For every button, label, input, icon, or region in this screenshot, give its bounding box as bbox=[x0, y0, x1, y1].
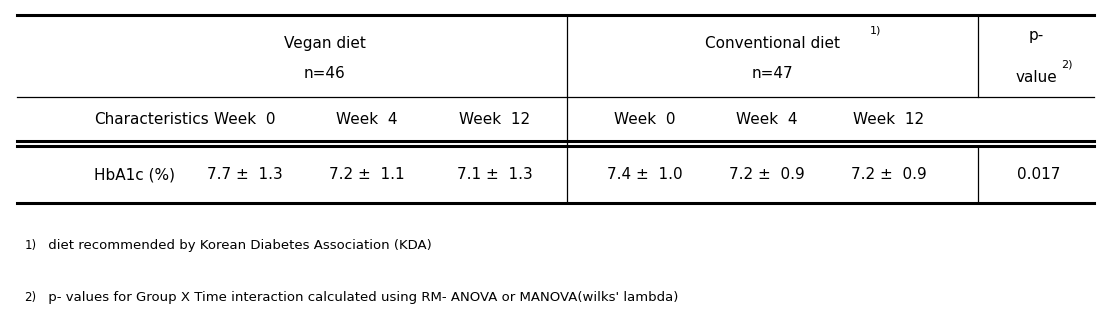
Text: value: value bbox=[1015, 70, 1057, 85]
Text: 7.2 ±  0.9: 7.2 ± 0.9 bbox=[851, 167, 927, 182]
Text: Week  12: Week 12 bbox=[853, 112, 924, 127]
Text: Characteristics: Characteristics bbox=[94, 112, 209, 127]
Text: 7.2 ±  0.9: 7.2 ± 0.9 bbox=[729, 167, 804, 182]
Text: 7.2 ±  1.1: 7.2 ± 1.1 bbox=[329, 167, 404, 182]
Text: 7.4 ±  1.0: 7.4 ± 1.0 bbox=[607, 167, 682, 182]
Text: Week  0: Week 0 bbox=[613, 112, 675, 127]
Text: p- values for Group X Time interaction calculated using RM- ANOVA or MANOVA(wilk: p- values for Group X Time interaction c… bbox=[44, 291, 679, 304]
Text: HbA1c (%): HbA1c (%) bbox=[94, 167, 176, 182]
Text: n=47: n=47 bbox=[751, 67, 793, 81]
Text: Conventional diet: Conventional diet bbox=[704, 36, 840, 51]
Text: diet recommended by Korean Diabetes Association (KDA): diet recommended by Korean Diabetes Asso… bbox=[44, 239, 432, 252]
Text: Week  0: Week 0 bbox=[213, 112, 276, 127]
Text: p-: p- bbox=[1029, 28, 1043, 43]
Text: 1): 1) bbox=[870, 26, 881, 36]
Text: 7.1 ±  1.3: 7.1 ± 1.3 bbox=[457, 167, 532, 182]
Text: 2): 2) bbox=[1062, 59, 1073, 70]
Text: Week  4: Week 4 bbox=[336, 112, 398, 127]
Text: n=46: n=46 bbox=[304, 67, 346, 81]
Text: 1): 1) bbox=[24, 239, 37, 252]
Text: Week  4: Week 4 bbox=[735, 112, 798, 127]
Text: 2): 2) bbox=[24, 291, 37, 304]
Text: Vegan diet: Vegan diet bbox=[284, 36, 366, 51]
Text: 7.7 ±  1.3: 7.7 ± 1.3 bbox=[207, 167, 282, 182]
Text: Week  12: Week 12 bbox=[459, 112, 530, 127]
Text: 0.017: 0.017 bbox=[1017, 167, 1061, 182]
